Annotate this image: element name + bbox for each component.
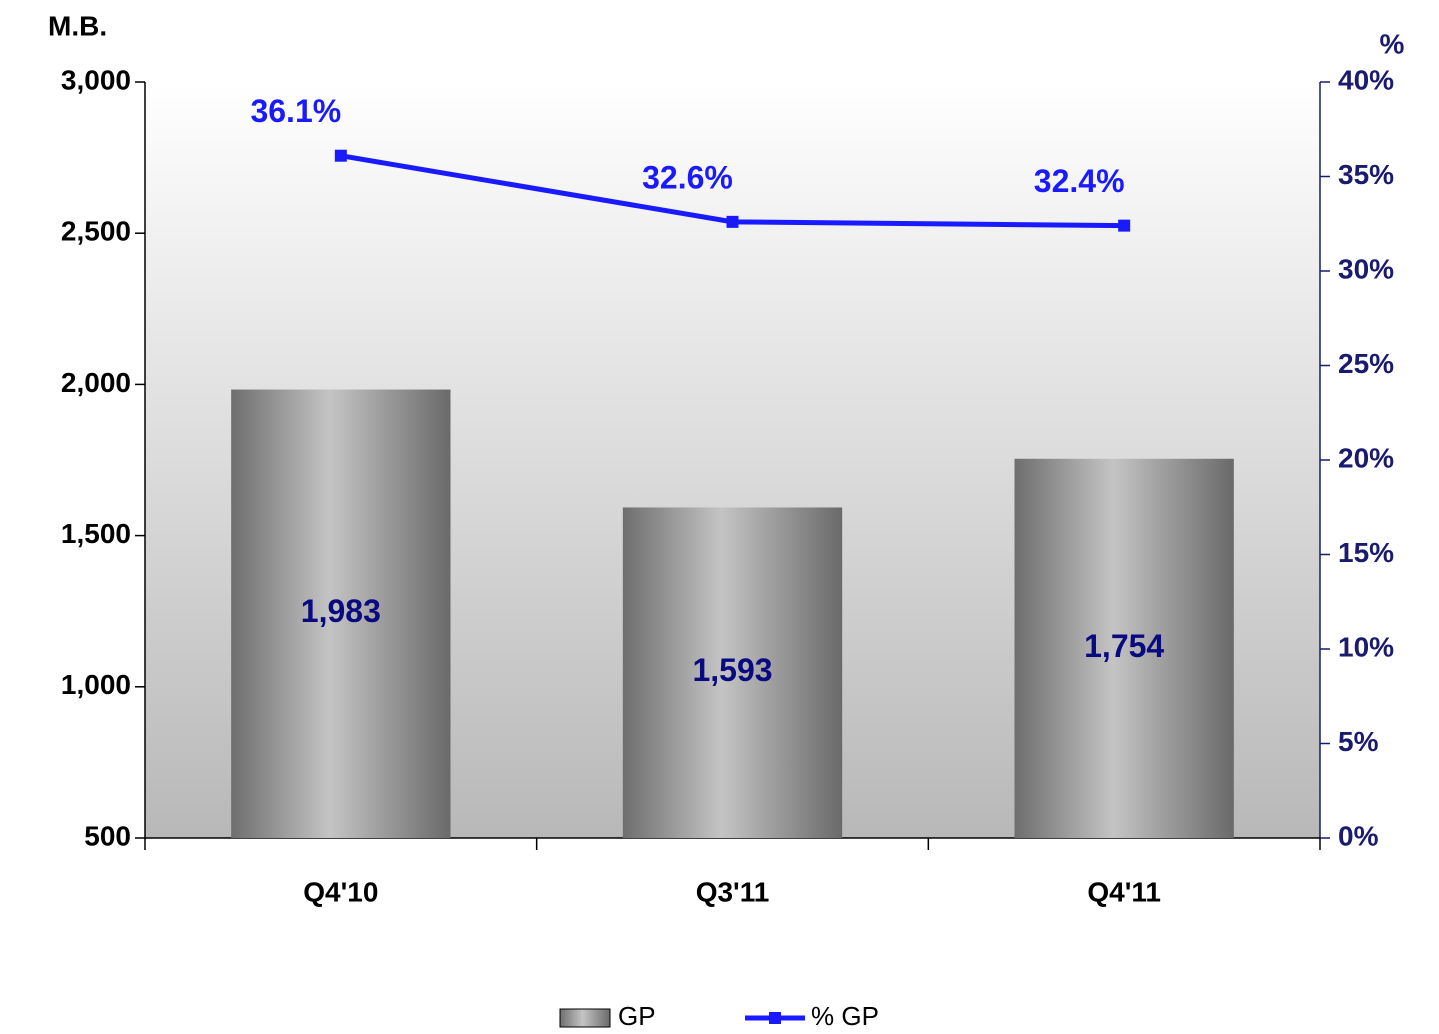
bar	[1014, 458, 1234, 838]
y-axis-label: M.B.	[48, 10, 107, 41]
line-value-label: 32.4%	[1034, 163, 1125, 199]
line-marker	[1118, 219, 1131, 232]
y-tick-label: 1,000	[61, 669, 131, 700]
legend-label: GP	[618, 1001, 656, 1031]
y-tick-label: 500	[84, 820, 131, 851]
x-tick-label: Q4'11	[1087, 876, 1161, 907]
y2-tick-label: 10%	[1338, 631, 1394, 662]
y2-tick-label: 25%	[1338, 348, 1394, 379]
line-value-label: 32.6%	[642, 159, 733, 195]
y-tick-label: 3,000	[61, 64, 131, 95]
line-value-label: 36.1%	[250, 93, 341, 129]
y2-tick-label: 30%	[1338, 253, 1394, 284]
bar-value-label: 1,983	[301, 593, 381, 629]
legend-swatch-marker	[769, 1012, 781, 1024]
legend-swatch	[559, 1008, 611, 1028]
bar-value-label: 1,754	[1084, 628, 1164, 664]
bar	[231, 389, 451, 838]
y2-tick-label: 15%	[1338, 537, 1394, 568]
y2-tick-label: 20%	[1338, 442, 1394, 473]
x-tick-label: Q3'11	[696, 876, 770, 907]
x-tick-label: Q4'10	[303, 876, 378, 907]
y2-tick-label: 0%	[1338, 820, 1379, 851]
y2-tick-label: 40%	[1338, 64, 1394, 95]
line-marker	[334, 149, 347, 162]
line-marker	[726, 215, 739, 228]
y2-axis-label: %	[1380, 28, 1405, 59]
bar-value-label: 1,593	[692, 652, 772, 688]
bar	[622, 507, 843, 838]
y2-tick-label: 35%	[1338, 159, 1394, 190]
y-tick-label: 2,000	[61, 367, 131, 398]
y2-tick-label: 5%	[1338, 726, 1379, 757]
legend-label: % GP	[811, 1001, 879, 1031]
y-tick-label: 1,500	[61, 518, 131, 549]
y-tick-label: 2,500	[61, 216, 131, 247]
